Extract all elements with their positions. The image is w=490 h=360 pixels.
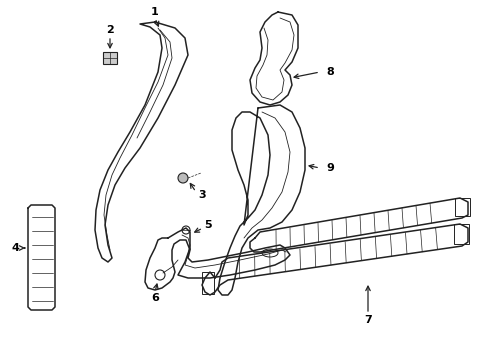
Text: 8: 8 [326,67,334,77]
Bar [103,52,117,64]
Bar [454,224,469,244]
Circle shape [178,173,188,183]
Text: 7: 7 [364,315,372,325]
Text: 5: 5 [204,220,212,230]
Text: 1: 1 [151,7,159,17]
Text: 2: 2 [106,25,114,35]
Bar [455,198,470,216]
Bar [202,272,214,294]
Text: 3: 3 [198,190,206,200]
Text: 6: 6 [151,293,159,303]
Text: 4: 4 [11,243,19,253]
Text: 9: 9 [326,163,334,173]
